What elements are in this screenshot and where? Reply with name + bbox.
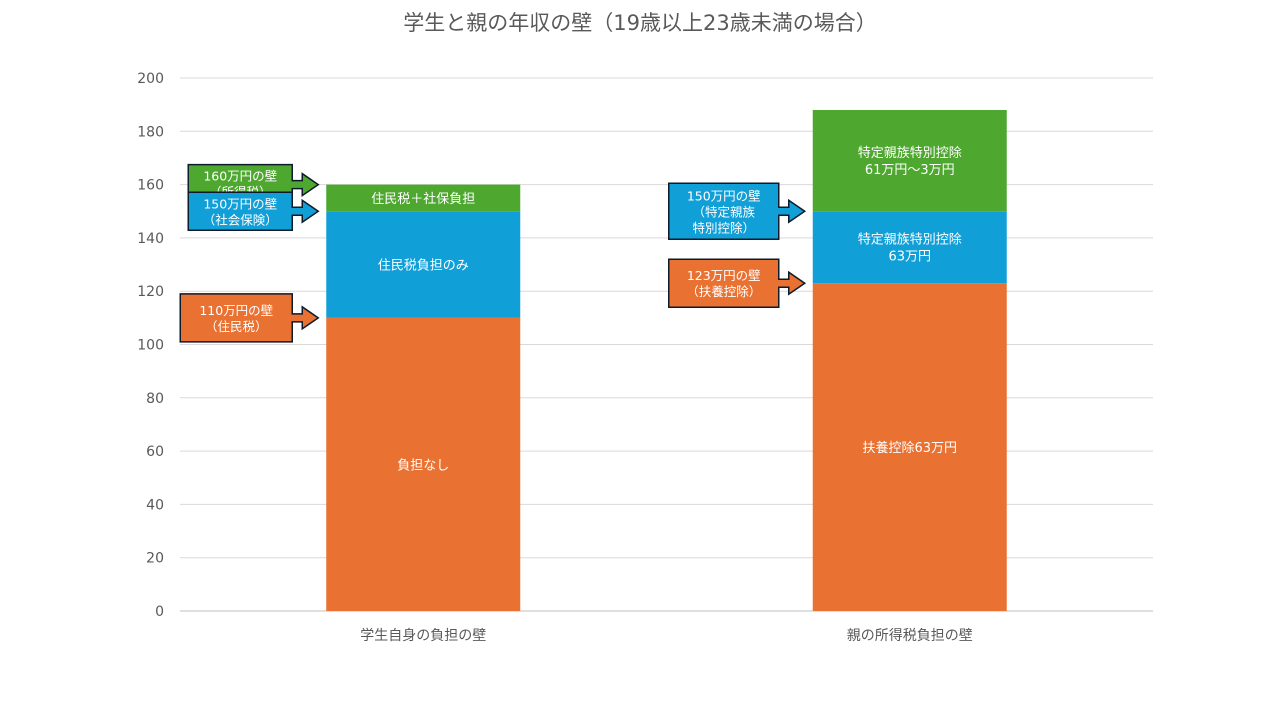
gridlines bbox=[180, 77, 1153, 612]
bar-segment bbox=[812, 211, 1007, 284]
callout-label: 150万円の壁 bbox=[687, 188, 761, 203]
bar-segment bbox=[326, 317, 521, 611]
segment-label: 住民税＋社保負担 bbox=[371, 191, 475, 207]
y-tick-label: 80 bbox=[146, 391, 164, 407]
callout-label: 110万円の壁 bbox=[199, 303, 273, 318]
annotations: 160万円の壁（所得税）150万円の壁（社会保険）110万円の壁（住民税）150… bbox=[179, 163, 807, 343]
callout-arrow bbox=[668, 182, 807, 240]
x-category-label: 学生自身の負担の壁 bbox=[360, 628, 486, 644]
callout-label: 123万円の壁 bbox=[687, 268, 761, 283]
callout-arrow bbox=[187, 191, 320, 231]
y-axis: 0 20 40 60 80 100 120 140 160 180 200 bbox=[137, 71, 164, 620]
callout-label: 160万円の壁 bbox=[203, 169, 277, 184]
segment-label: 特定親族特別控除 bbox=[858, 145, 962, 161]
y-tick-label: 0 bbox=[155, 604, 164, 620]
y-tick-label: 140 bbox=[137, 231, 164, 247]
bar-segment bbox=[812, 109, 1007, 212]
y-tick-label: 60 bbox=[146, 444, 164, 460]
segment-label: 61万円〜3万円 bbox=[865, 163, 955, 178]
callout-label: 150万円の壁 bbox=[203, 196, 277, 211]
segment-label: 63万円 bbox=[888, 250, 931, 265]
segment-label: 特定親族特別控除 bbox=[858, 232, 962, 248]
callout-label: （特定親族 bbox=[692, 204, 755, 219]
callout-arrow bbox=[668, 258, 807, 308]
y-tick-label: 160 bbox=[137, 178, 164, 194]
segment-label: 住民税負担のみ bbox=[378, 259, 469, 274]
y-tick-label: 180 bbox=[137, 124, 164, 140]
segment-label: 扶養控除63万円 bbox=[862, 440, 957, 456]
bar-segment bbox=[326, 211, 521, 318]
y-tick-label: 40 bbox=[146, 497, 164, 513]
x-axis: 学生自身の負担の壁 親の所得税負担の壁 bbox=[360, 627, 973, 644]
chart-title: 学生と親の年収の壁（19歳以上23歳未満の場合） bbox=[403, 11, 876, 35]
callout-arrow bbox=[179, 293, 320, 343]
bar-segment bbox=[812, 283, 1007, 611]
y-tick-label: 100 bbox=[137, 338, 164, 354]
segment-label: 負担なし bbox=[397, 458, 449, 473]
x-category-label: 親の所得税負担の壁 bbox=[847, 627, 973, 644]
callout-label: 特別控除） bbox=[692, 220, 755, 235]
callout-label: （社会保険） bbox=[203, 212, 278, 227]
bar-segment bbox=[326, 184, 521, 212]
y-tick-label: 200 bbox=[137, 71, 164, 87]
y-tick-label: 20 bbox=[146, 551, 164, 567]
callout-label: （扶養控除） bbox=[686, 284, 761, 299]
y-tick-label: 120 bbox=[137, 284, 164, 300]
callout-label: （住民税） bbox=[205, 319, 268, 334]
